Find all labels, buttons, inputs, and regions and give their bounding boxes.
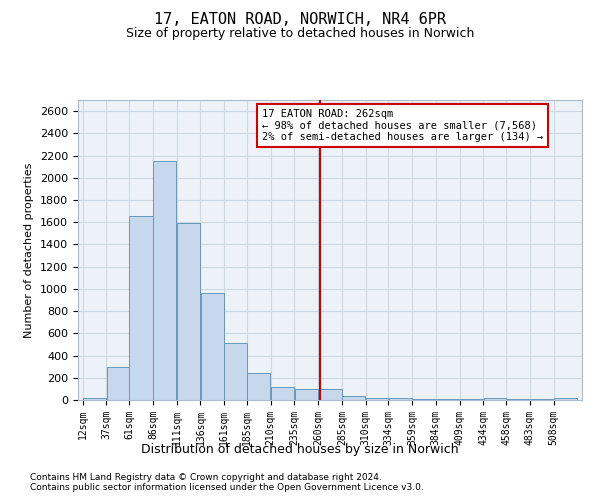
Bar bbox=[107, 366, 129, 400]
Bar bbox=[153, 161, 176, 400]
Bar bbox=[271, 386, 294, 400]
Bar bbox=[484, 398, 506, 400]
Text: Size of property relative to detached houses in Norwich: Size of property relative to detached ho… bbox=[126, 28, 474, 40]
Text: Distribution of detached houses by size in Norwich: Distribution of detached houses by size … bbox=[141, 442, 459, 456]
Bar bbox=[295, 389, 318, 400]
Bar bbox=[554, 398, 577, 400]
Bar bbox=[342, 396, 365, 400]
Text: Contains public sector information licensed under the Open Government Licence v3: Contains public sector information licen… bbox=[30, 483, 424, 492]
Bar bbox=[224, 344, 247, 400]
Text: Contains HM Land Registry data © Crown copyright and database right 2024.: Contains HM Land Registry data © Crown c… bbox=[30, 473, 382, 482]
Bar bbox=[130, 216, 153, 400]
Bar bbox=[247, 373, 271, 400]
Bar bbox=[200, 294, 224, 400]
Bar bbox=[366, 398, 388, 400]
Bar bbox=[412, 399, 436, 400]
Text: 17 EATON ROAD: 262sqm
← 98% of detached houses are smaller (7,568)
2% of semi-de: 17 EATON ROAD: 262sqm ← 98% of detached … bbox=[262, 109, 543, 142]
Y-axis label: Number of detached properties: Number of detached properties bbox=[25, 162, 34, 338]
Bar bbox=[177, 224, 200, 400]
Bar bbox=[319, 389, 341, 400]
Bar bbox=[389, 398, 412, 400]
Text: 17, EATON ROAD, NORWICH, NR4 6PR: 17, EATON ROAD, NORWICH, NR4 6PR bbox=[154, 12, 446, 28]
Bar bbox=[83, 398, 106, 400]
